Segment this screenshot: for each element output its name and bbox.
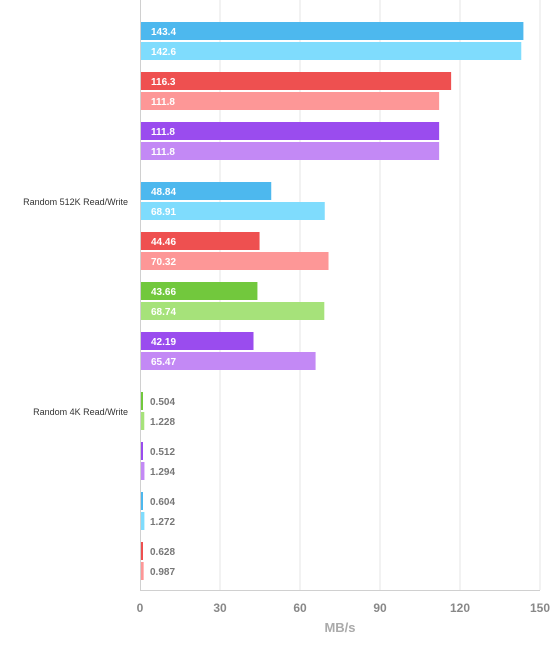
- bar-value-label: 68.91: [151, 207, 176, 218]
- bar-value-label: 116.3: [151, 77, 176, 88]
- bar: [141, 562, 144, 580]
- bar-value-label: 111.8: [151, 97, 175, 108]
- bar-value-label: 142.6: [151, 47, 176, 58]
- bar-value-label: 43.66: [151, 287, 176, 298]
- bar: [141, 252, 329, 270]
- bar: [141, 232, 260, 250]
- bar: [141, 302, 325, 320]
- x-tick-label: 30: [213, 601, 227, 615]
- bar: [141, 352, 316, 370]
- bar: [141, 92, 440, 110]
- bar-value-label: 1.228: [150, 417, 175, 428]
- bar-value-label: 1.294: [150, 467, 175, 478]
- bar-value-label: 1.272: [150, 517, 175, 528]
- x-tick-label: 120: [450, 601, 470, 615]
- bar: [141, 202, 325, 220]
- bar: [141, 282, 258, 300]
- bar-value-label: 111.8: [151, 147, 175, 158]
- bar-value-label: 48.84: [151, 187, 176, 198]
- bar: [141, 492, 143, 510]
- bar: [141, 122, 440, 140]
- bar: [141, 72, 452, 90]
- bar: [141, 392, 143, 410]
- bar: [141, 142, 440, 160]
- bar-value-label: 143.4: [151, 27, 176, 38]
- bar-value-label: 42.19: [151, 337, 176, 348]
- x-tick-label: 0: [137, 601, 144, 615]
- bar-value-label: 0.512: [150, 447, 175, 458]
- bar-value-label: 0.604: [150, 497, 175, 508]
- bar: [141, 462, 145, 480]
- bar-value-label: 111.8: [151, 127, 175, 138]
- bar-value-label: 0.987: [150, 567, 175, 578]
- bar-value-label: 70.32: [151, 257, 176, 268]
- x-tick-label: 150: [530, 601, 550, 615]
- bar: [141, 22, 524, 40]
- bar-value-label: 0.504: [150, 397, 175, 408]
- category-label: Random 512K Read/Write: [23, 197, 128, 207]
- bar: [141, 42, 522, 60]
- bar: [141, 412, 145, 430]
- bar-value-label: 44.46: [151, 237, 176, 248]
- bar: [141, 182, 272, 200]
- bar-value-label: 65.47: [151, 357, 176, 368]
- bar: [141, 512, 145, 530]
- bar: [141, 332, 254, 350]
- bar: [141, 542, 143, 560]
- bar-value-label: 68.74: [151, 307, 176, 318]
- x-tick-label: 90: [373, 601, 387, 615]
- x-axis-label: MB/s: [324, 620, 356, 635]
- bar: [141, 442, 143, 460]
- x-tick-label: 60: [293, 601, 307, 615]
- bar-value-label: 0.628: [150, 547, 175, 558]
- category-label: Random 4K Read/Write: [33, 407, 128, 417]
